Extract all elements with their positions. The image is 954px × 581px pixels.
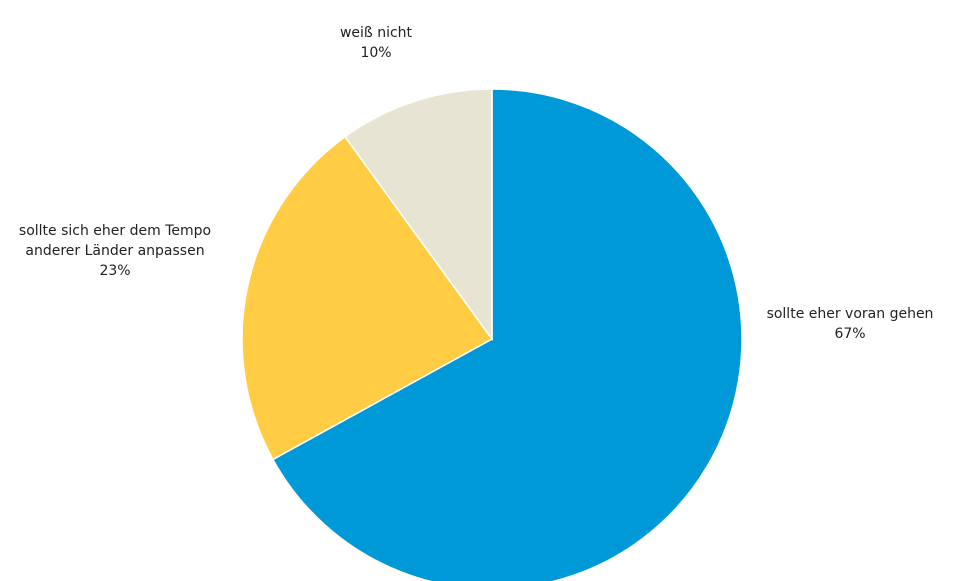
slice-label-1: sollte eher voran gehen 67% xyxy=(767,306,934,342)
pie-slice-1 xyxy=(271,88,743,581)
labels-layer: sollte eher voran gehen 67% sollte sich eh… xyxy=(19,25,934,342)
slices-layer xyxy=(241,88,743,581)
slice-category-label: sollte eher voran gehen xyxy=(767,306,934,322)
pie-slice-2 xyxy=(241,135,494,461)
slice-value-label: 10% xyxy=(360,45,391,61)
pie-slice-3 xyxy=(344,88,493,342)
slice-category-label: anderer Länder anpassen xyxy=(25,243,204,259)
slice-category-label: weiß nicht xyxy=(340,25,413,41)
slice-value-label: 67% xyxy=(834,326,865,342)
slice-label-2: sollte sich eher dem Tempo anderer Länder… xyxy=(19,223,211,279)
slice-value-label: 23% xyxy=(99,263,130,279)
slice-label-3: weiß nicht 10% xyxy=(340,25,413,61)
slice-category-label: sollte sich eher dem Tempo xyxy=(19,223,211,239)
